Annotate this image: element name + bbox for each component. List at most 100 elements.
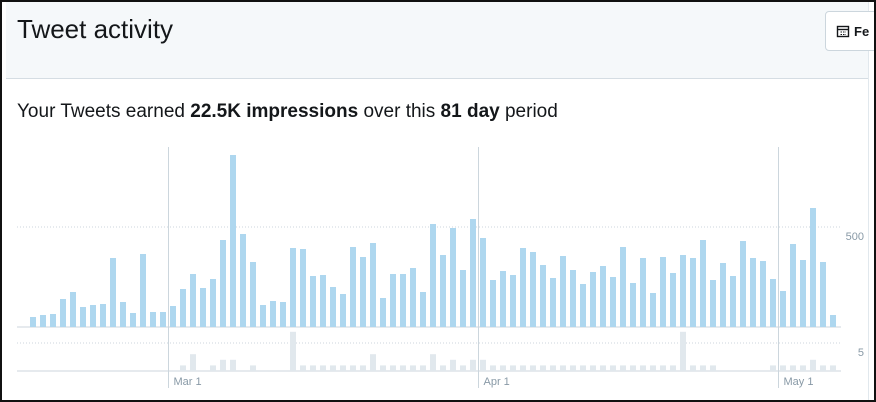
bar: [560, 256, 566, 327]
bar: [720, 263, 726, 327]
bar: [650, 293, 656, 327]
bar: [570, 365, 576, 371]
bar: [360, 257, 366, 327]
bar: [310, 276, 316, 327]
bar: [540, 365, 546, 371]
bar: [810, 359, 816, 371]
chart: 500 5 Mar 1 Apr 1 May 1: [17, 147, 864, 388]
bar: [560, 365, 566, 371]
y-tick-label: 500: [846, 231, 864, 243]
bar: [730, 276, 736, 327]
bar: [200, 288, 206, 327]
bar: [190, 354, 196, 371]
bar: [740, 241, 746, 327]
bar: [150, 312, 156, 327]
bar: [580, 284, 586, 327]
bar: [830, 365, 836, 371]
bar: [510, 365, 516, 371]
bar: [340, 294, 346, 327]
title: Tweet activity: [17, 14, 174, 44]
bar: [330, 287, 336, 327]
bar: [230, 155, 236, 327]
bar: [260, 305, 266, 327]
bar: [770, 365, 776, 371]
bar: [760, 261, 766, 327]
bar: [350, 247, 356, 327]
bar: [580, 365, 586, 371]
bar: [100, 304, 106, 327]
bar: [780, 365, 786, 371]
bar: [250, 365, 256, 371]
bar: [630, 365, 636, 371]
bar: [640, 365, 646, 371]
bar: [310, 365, 316, 371]
bar: [660, 365, 666, 371]
bar: [430, 224, 436, 327]
bar: [210, 279, 216, 327]
bar: [550, 278, 556, 327]
bar: [430, 354, 436, 371]
bar: [440, 255, 446, 327]
bar: [820, 262, 826, 327]
bar: [30, 317, 36, 327]
bar: [640, 258, 646, 327]
bar: [650, 365, 656, 371]
bar: [450, 359, 456, 371]
bar: [800, 260, 806, 327]
bar: [410, 365, 416, 371]
bar: [390, 274, 396, 327]
bar: [770, 279, 776, 327]
bar: [290, 331, 296, 371]
bar: [40, 315, 46, 327]
bar: [680, 255, 686, 327]
bar: [290, 248, 296, 327]
bar: [410, 268, 416, 327]
bar: [130, 313, 136, 327]
bar: [370, 354, 376, 371]
x-tick-label: Mar 1: [174, 376, 202, 388]
bar: [750, 258, 756, 327]
bar: [700, 365, 706, 371]
bar: [690, 258, 696, 327]
bar: [660, 257, 666, 327]
bar: [250, 262, 256, 327]
x-tick-label: Apr 1: [484, 376, 510, 388]
bar: [610, 277, 616, 327]
bar: [380, 365, 386, 371]
bar: [280, 302, 286, 327]
bar: [520, 248, 526, 327]
bar: [460, 365, 466, 371]
card: Tweet activity Fe Your Tweets earned 22.…: [6, 2, 874, 400]
bar: [450, 228, 456, 327]
bar: [600, 266, 606, 327]
bar: [630, 283, 636, 327]
bar: [480, 238, 486, 327]
bar: [700, 240, 706, 327]
summary: Your Tweets earned 22.5K impressions ove…: [17, 101, 558, 123]
x-tick-label: May 1: [784, 376, 814, 388]
date-range-button[interactable]: Fe: [825, 11, 874, 51]
bar: [590, 365, 596, 371]
bar: [420, 292, 426, 327]
summary-impressions: 22.5K impressions: [190, 101, 359, 122]
bar: [710, 280, 716, 327]
bar: [670, 365, 676, 371]
bar: [90, 305, 96, 327]
bar: [500, 271, 506, 327]
bar: [380, 298, 386, 327]
bar: [810, 208, 816, 327]
bar: [170, 306, 176, 327]
bar: [220, 240, 226, 327]
bar: [400, 274, 406, 327]
bar: [190, 274, 196, 327]
bar: [390, 365, 396, 371]
bar: [520, 365, 526, 371]
bar: [330, 365, 336, 371]
bar: [340, 365, 346, 371]
bar: [120, 302, 126, 327]
summary-days: 81 day: [440, 101, 500, 122]
bar: [220, 359, 226, 371]
bar: [820, 365, 826, 371]
bar: [490, 365, 496, 371]
